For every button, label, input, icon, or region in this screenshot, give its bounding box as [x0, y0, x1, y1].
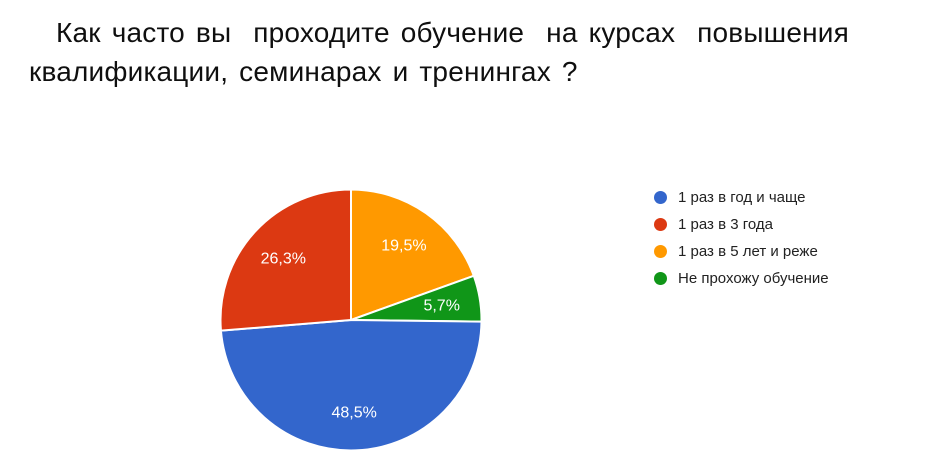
legend-color-dot-icon	[654, 245, 667, 258]
legend-label: 1 раз в 3 года	[678, 216, 773, 233]
chart-title-line2: квалификации, семинарах и тренингах ?	[29, 56, 578, 87]
pie-slice-label: 5,7%	[423, 297, 459, 314]
legend-label: Не прохожу обучение	[678, 270, 829, 287]
legend: 1 раз в год и чаще 1 раз в 3 года 1 раз в …	[654, 184, 829, 292]
legend-item-1: 1 раз в год и чаще	[654, 184, 829, 211]
pie-slice-label: 19,5%	[381, 237, 426, 254]
pie-slice-label: 48,5%	[332, 405, 377, 422]
legend-color-dot-icon	[654, 272, 667, 285]
legend-item-4: Не прохожу обучение	[654, 265, 829, 292]
chart-title: Как часто вы проходите обучение на курса…	[29, 13, 849, 91]
legend-label: 1 раз в год и чаще	[678, 189, 806, 206]
legend-label: 1 раз в 5 лет и реже	[678, 243, 818, 260]
pie-chart: 19,5% 5,7% 48,5% 26,3%	[219, 188, 483, 452]
pie-slice-1[interactable]	[219, 319, 483, 452]
chart-title-line1: Как часто вы проходите обучение на курса…	[56, 17, 849, 48]
legend-item-3: 1 раз в 5 лет и реже	[654, 238, 829, 265]
pie-slice-label: 26,3%	[261, 250, 306, 267]
legend-color-dot-icon	[654, 191, 667, 204]
pie-slice-2[interactable]	[219, 188, 352, 332]
legend-color-dot-icon	[654, 218, 667, 231]
legend-item-2: 1 раз в 3 года	[654, 211, 829, 238]
pie-slice-3[interactable]	[350, 188, 475, 321]
